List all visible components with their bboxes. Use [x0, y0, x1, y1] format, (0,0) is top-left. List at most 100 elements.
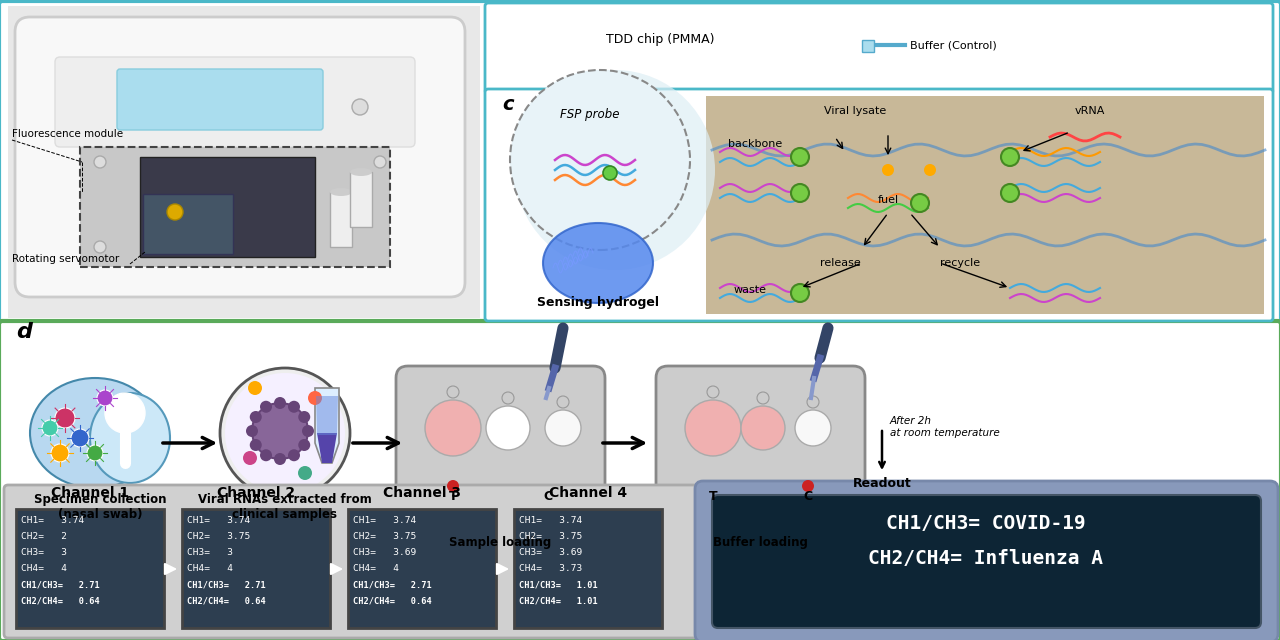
Circle shape [308, 391, 323, 405]
FancyBboxPatch shape [695, 481, 1277, 640]
Circle shape [274, 453, 285, 465]
Bar [515, 509, 662, 628]
Circle shape [741, 406, 785, 450]
FancyBboxPatch shape [396, 366, 605, 540]
Circle shape [486, 406, 530, 450]
Text: CH2/CH4=   0.64: CH2/CH4= 0.64 [20, 596, 100, 605]
Bar [8, 6, 480, 318]
Text: Fluorescence module: Fluorescence module [12, 129, 123, 139]
Text: TDD chip (PMMA): TDD chip (PMMA) [605, 33, 714, 46]
Text: Channel 3: Channel 3 [383, 486, 461, 500]
Polygon shape [315, 388, 339, 463]
Circle shape [603, 166, 617, 180]
Text: Specimen collection
(nasal swab): Specimen collection (nasal swab) [33, 493, 166, 521]
Text: CH1/CH3=   1.01: CH1/CH3= 1.01 [518, 580, 598, 589]
Circle shape [225, 373, 346, 493]
Text: CH3=   3.69: CH3= 3.69 [353, 548, 416, 557]
Ellipse shape [90, 393, 170, 483]
Circle shape [288, 449, 300, 461]
Circle shape [791, 148, 809, 166]
Circle shape [105, 393, 145, 433]
Circle shape [93, 156, 106, 168]
Circle shape [298, 411, 310, 423]
Circle shape [791, 284, 809, 302]
Circle shape [252, 403, 308, 459]
Circle shape [260, 449, 273, 461]
Circle shape [795, 410, 831, 446]
Text: T: T [709, 490, 717, 503]
Text: After 2h
at room temperature: After 2h at room temperature [890, 417, 1000, 438]
Text: CH4=   4: CH4= 4 [187, 564, 233, 573]
Circle shape [924, 164, 936, 176]
Text: CH1=   3.74: CH1= 3.74 [20, 516, 84, 525]
Text: Buffer loading: Buffer loading [713, 536, 808, 549]
FancyBboxPatch shape [116, 69, 323, 130]
Circle shape [806, 396, 819, 408]
Bar [707, 96, 1265, 314]
Bar [140, 157, 315, 257]
Circle shape [502, 392, 515, 404]
Text: Channel 2: Channel 2 [216, 486, 296, 500]
Text: FSP probe: FSP probe [561, 108, 620, 121]
Text: CH3=   3: CH3= 3 [20, 548, 67, 557]
Circle shape [791, 184, 809, 202]
Text: CH2=   3.75: CH2= 3.75 [187, 532, 251, 541]
Circle shape [803, 480, 814, 492]
FancyBboxPatch shape [15, 17, 465, 297]
Text: CH3=   3.69: CH3= 3.69 [518, 548, 582, 557]
Ellipse shape [29, 378, 160, 488]
Bar [330, 192, 352, 247]
Text: CH1=   3.74: CH1= 3.74 [187, 516, 251, 525]
Circle shape [352, 99, 369, 115]
FancyBboxPatch shape [657, 366, 865, 540]
Text: Channel 1: Channel 1 [51, 486, 129, 500]
Circle shape [707, 386, 719, 398]
Circle shape [545, 410, 581, 446]
Circle shape [220, 368, 349, 498]
Text: CH2/CH4=   0.64: CH2/CH4= 0.64 [187, 596, 266, 605]
Text: C: C [804, 490, 813, 503]
Text: Rotating servomotor: Rotating servomotor [12, 254, 119, 264]
Circle shape [1001, 184, 1019, 202]
Circle shape [425, 400, 481, 456]
Text: recycle: recycle [940, 258, 980, 268]
Text: CH2=   2: CH2= 2 [20, 532, 67, 541]
Circle shape [97, 390, 113, 406]
Circle shape [250, 439, 261, 451]
FancyBboxPatch shape [4, 485, 698, 638]
Text: backbone: backbone [728, 139, 782, 149]
Circle shape [509, 70, 690, 250]
Text: CH2/CH4=   0.64: CH2/CH4= 0.64 [353, 596, 431, 605]
Text: CH2/CH4= Influenza A: CH2/CH4= Influenza A [869, 549, 1103, 568]
Text: d: d [15, 322, 32, 342]
Circle shape [298, 466, 312, 480]
Text: CH2=   3.75: CH2= 3.75 [353, 532, 416, 541]
Text: Sample loading: Sample loading [449, 536, 552, 549]
Bar [348, 509, 497, 628]
Text: fuel: fuel [877, 195, 899, 205]
Text: CH1=   3.74: CH1= 3.74 [353, 516, 416, 525]
Circle shape [557, 396, 570, 408]
Text: CH1/CH3=   2.71: CH1/CH3= 2.71 [20, 580, 100, 589]
Text: CH2/CH4=   1.01: CH2/CH4= 1.01 [518, 596, 598, 605]
Ellipse shape [543, 223, 653, 303]
FancyBboxPatch shape [0, 1, 1280, 325]
Text: CH1/CH3=   2.71: CH1/CH3= 2.71 [353, 580, 431, 589]
Circle shape [93, 241, 106, 253]
Text: Sensing hydrogel: Sensing hydrogel [538, 296, 659, 309]
Text: CH1=   3.74: CH1= 3.74 [518, 516, 582, 525]
Ellipse shape [330, 188, 352, 196]
Circle shape [274, 397, 285, 409]
Circle shape [42, 420, 58, 436]
Circle shape [166, 204, 183, 220]
Circle shape [51, 444, 69, 462]
Circle shape [882, 164, 893, 176]
Bar [143, 194, 233, 254]
Bar [349, 172, 372, 227]
Text: CH4=   4: CH4= 4 [20, 564, 67, 573]
Circle shape [70, 429, 90, 447]
Text: Readout: Readout [852, 477, 911, 490]
Circle shape [447, 386, 460, 398]
FancyBboxPatch shape [485, 3, 1274, 93]
Text: CH1/CH3=   2.71: CH1/CH3= 2.71 [187, 580, 266, 589]
